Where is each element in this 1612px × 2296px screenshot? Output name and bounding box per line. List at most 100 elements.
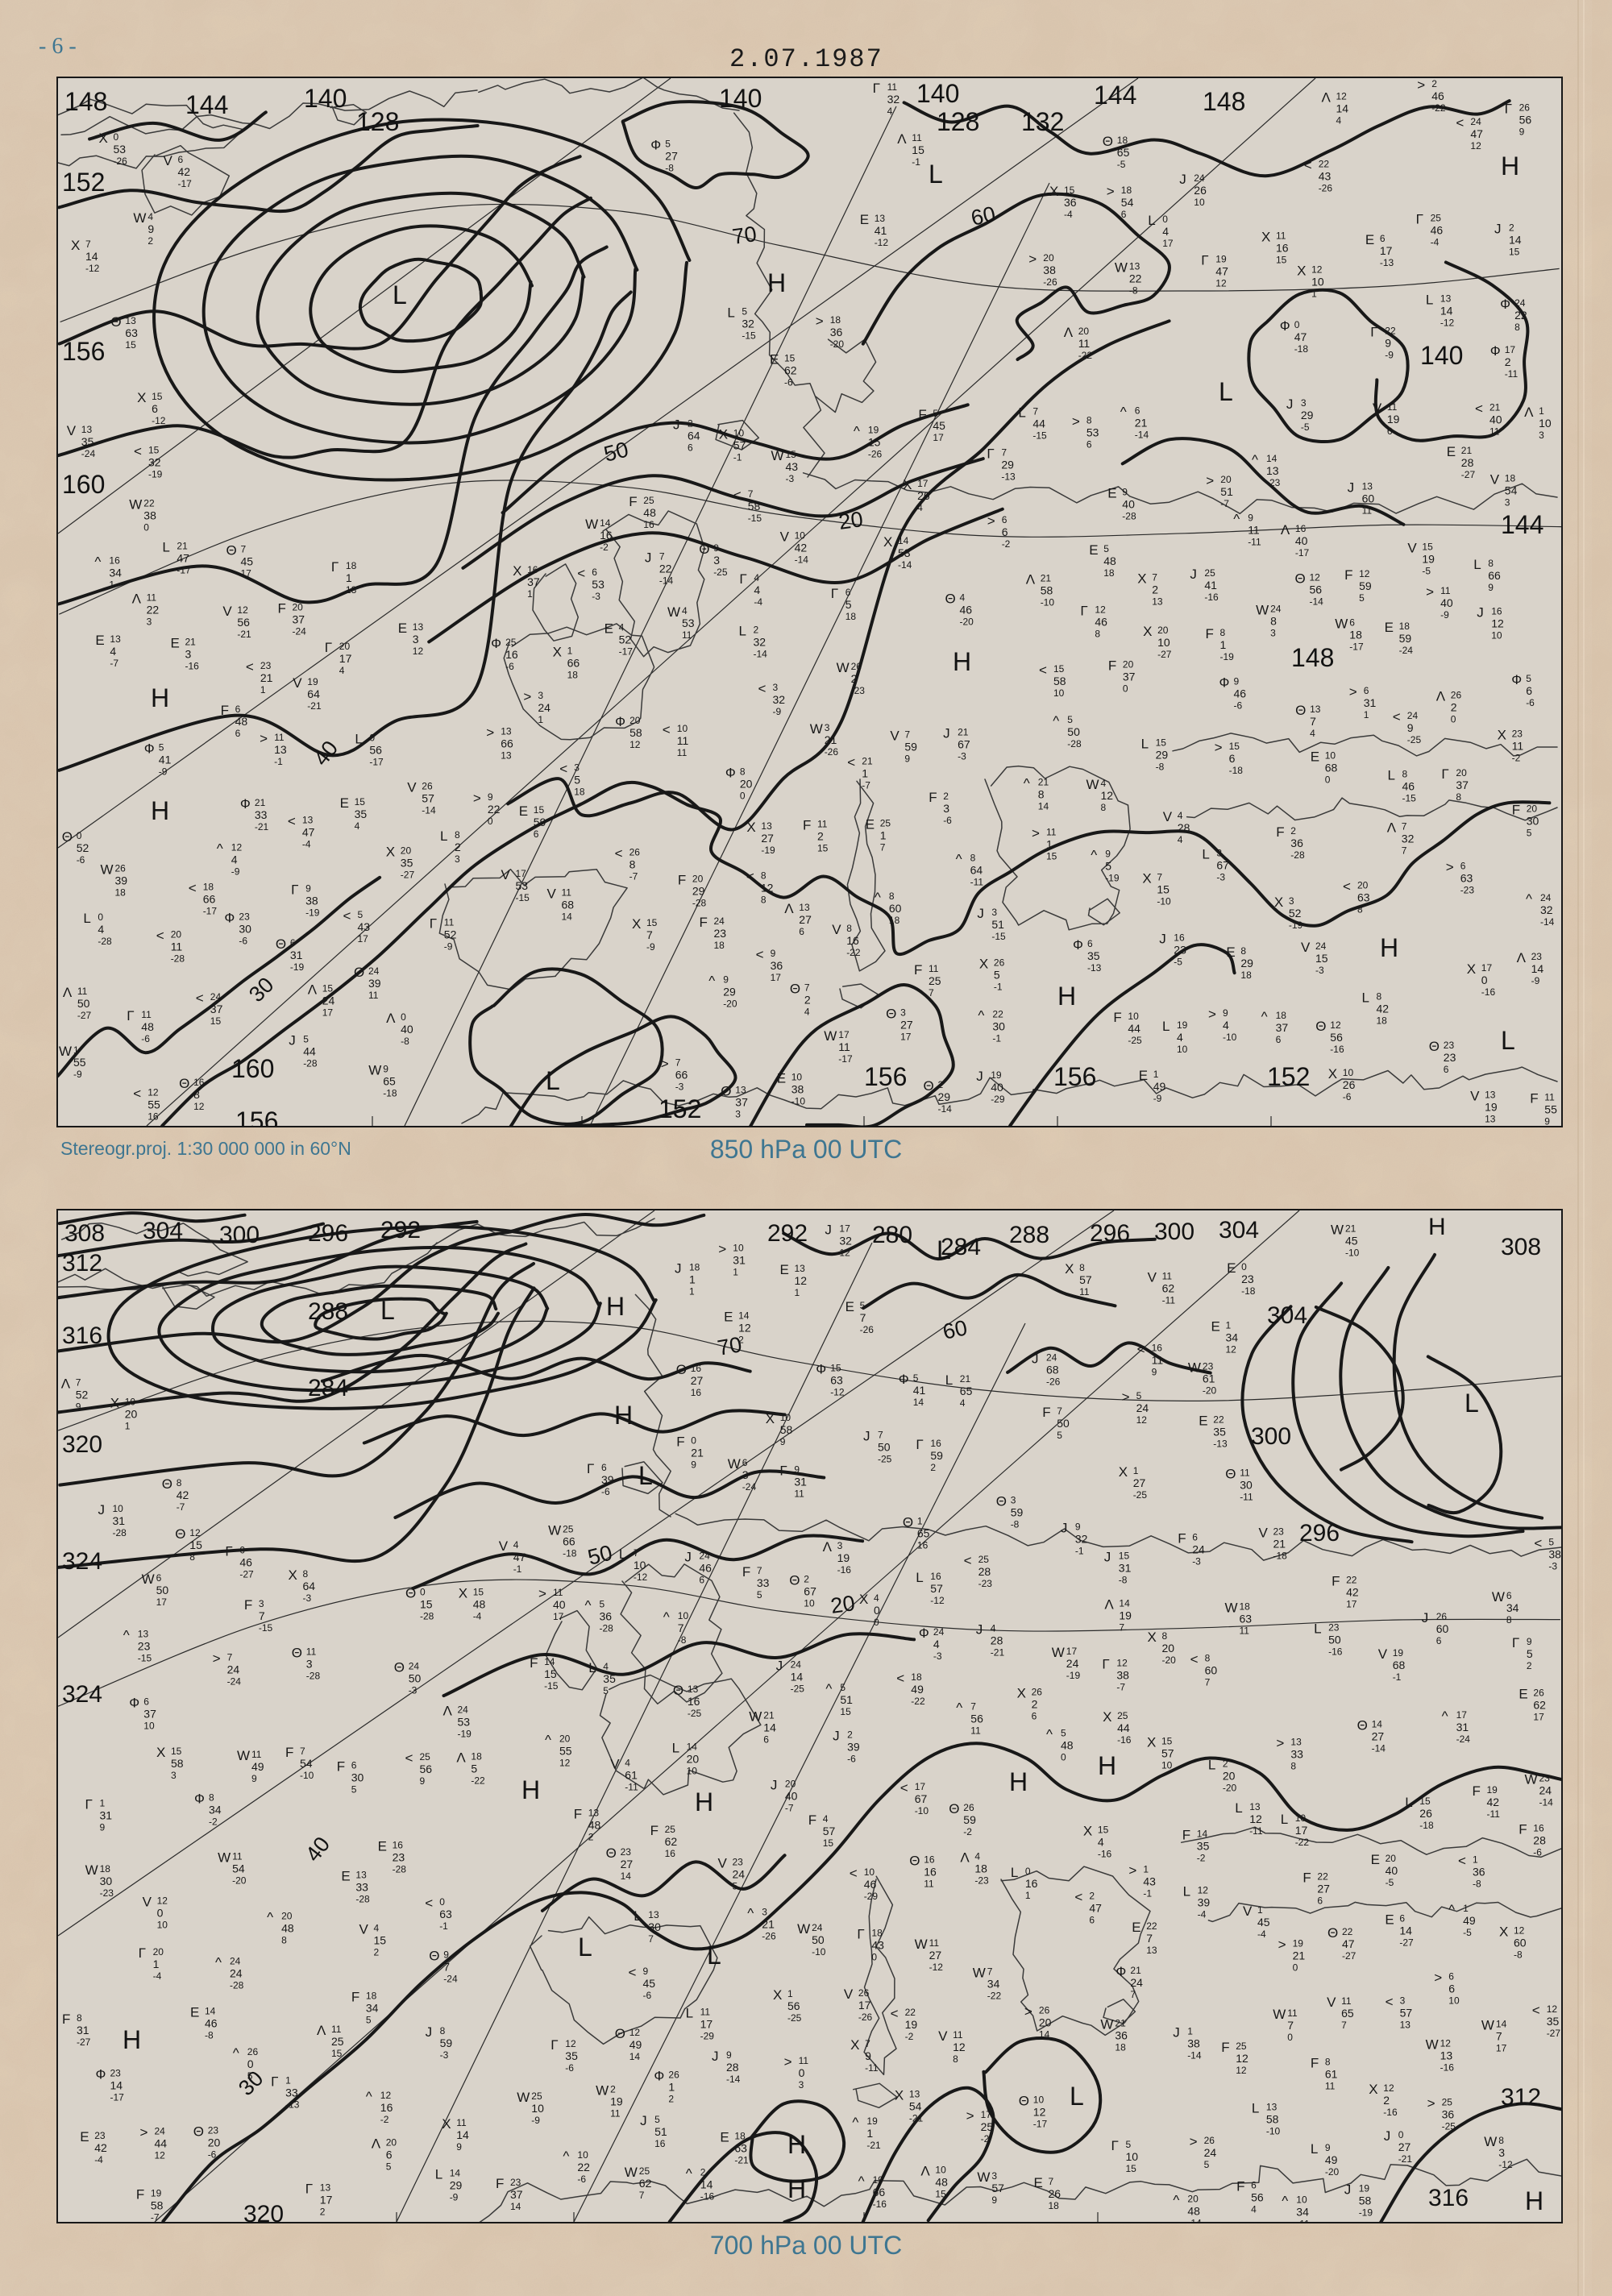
svg-text:X: X [459, 1585, 467, 1601]
svg-text:5: 5 [1548, 1537, 1554, 1548]
svg-text:<: < [196, 990, 204, 1006]
svg-text:51: 51 [654, 2125, 667, 2138]
svg-text:-12: -12 [1498, 2159, 1513, 2170]
svg-text:-17: -17 [110, 2092, 125, 2103]
svg-text:23: 23 [138, 1640, 151, 1653]
svg-text:23: 23 [393, 1851, 405, 1864]
svg-text:-19: -19 [1105, 873, 1120, 884]
svg-text:^: ^ [94, 554, 101, 570]
svg-text:^: ^ [1173, 2193, 1179, 2208]
svg-text:50: 50 [601, 437, 630, 466]
svg-text:12: 12 [1440, 2037, 1452, 2049]
svg-text:H: H [695, 1787, 713, 1816]
svg-text:E: E [340, 795, 349, 811]
svg-text:J: J [977, 906, 984, 921]
svg-text:-16: -16 [1204, 592, 1219, 603]
svg-text:Γ: Γ [587, 1461, 594, 1476]
svg-text:8: 8 [177, 1477, 182, 1488]
svg-text:21: 21 [691, 1446, 704, 1459]
svg-text:J: J [426, 2024, 433, 2040]
svg-text:62: 62 [665, 1835, 678, 1848]
svg-text:13: 13 [1146, 1945, 1157, 1956]
svg-text:25: 25 [1204, 567, 1215, 579]
svg-text:20: 20 [1123, 658, 1134, 670]
svg-text:12: 12 [1101, 789, 1114, 802]
svg-text:7: 7 [1146, 1932, 1153, 1945]
svg-text:Ф: Ф [194, 1791, 205, 1806]
svg-text:-16: -16 [1330, 1044, 1344, 1055]
svg-text:Λ: Λ [1517, 950, 1527, 965]
svg-text:9: 9 [1519, 127, 1525, 138]
svg-text:53: 53 [1086, 426, 1099, 439]
svg-text:-26: -26 [1046, 1376, 1061, 1387]
svg-text:54: 54 [1505, 484, 1518, 496]
svg-text:8: 8 [209, 1792, 214, 1803]
svg-text:-14: -14 [1372, 1743, 1386, 1754]
svg-text:-19: -19 [305, 907, 320, 918]
svg-text:60: 60 [969, 201, 998, 230]
svg-text:-18: -18 [1419, 1820, 1434, 1831]
svg-text:14: 14 [450, 2168, 461, 2179]
svg-text:J: J [976, 1622, 983, 1638]
svg-text:X: X [386, 845, 395, 860]
svg-text:20: 20 [1357, 879, 1369, 891]
svg-text:-25: -25 [878, 1454, 892, 1465]
svg-text:18: 18 [471, 1751, 482, 1762]
svg-text:18: 18 [115, 887, 127, 899]
svg-text:4: 4 [1162, 225, 1169, 238]
svg-text:4: 4 [974, 1850, 980, 1862]
svg-text:3: 3 [991, 907, 997, 918]
svg-text:8: 8 [1205, 1653, 1211, 1664]
svg-text:15: 15 [171, 1746, 182, 1757]
svg-text:7: 7 [1287, 2019, 1294, 2032]
svg-text:26: 26 [851, 661, 862, 672]
svg-text:6: 6 [592, 567, 597, 578]
svg-text:32: 32 [742, 318, 754, 330]
svg-text:132: 132 [1021, 107, 1064, 136]
svg-text:-28: -28 [1290, 849, 1305, 861]
svg-text:10: 10 [1177, 1044, 1188, 1055]
svg-text:Θ: Θ [886, 1007, 896, 1022]
svg-text:-29: -29 [991, 1094, 1005, 1105]
svg-text:J: J [1348, 480, 1355, 495]
svg-text:4: 4 [603, 1661, 609, 1672]
svg-text:<: < [156, 928, 164, 944]
svg-text:X: X [156, 1745, 165, 1760]
svg-text:51: 51 [991, 918, 1004, 931]
svg-text:7: 7 [1402, 845, 1407, 857]
svg-text:8: 8 [761, 870, 767, 881]
svg-text:5: 5 [1527, 828, 1532, 839]
svg-text:-16: -16 [837, 1564, 852, 1576]
svg-text:63: 63 [1240, 1612, 1253, 1625]
svg-text:Ф: Ф [96, 2067, 106, 2082]
svg-text:29: 29 [450, 2179, 463, 2192]
svg-text:0: 0 [98, 911, 103, 923]
svg-text:0: 0 [369, 733, 375, 744]
svg-text:14: 14 [1039, 2028, 1050, 2040]
svg-text:58: 58 [1266, 2112, 1279, 2125]
svg-text:-2: -2 [380, 2114, 389, 2125]
svg-text:24: 24 [1514, 297, 1526, 309]
svg-text:-15: -15 [544, 1680, 559, 1692]
svg-text:>: > [718, 1241, 726, 1256]
svg-text:37: 37 [1456, 778, 1469, 791]
svg-text:30: 30 [1240, 1478, 1253, 1491]
svg-text:4: 4 [960, 592, 966, 604]
svg-text:-1: -1 [1143, 1887, 1152, 1899]
svg-text:18: 18 [1240, 1601, 1251, 1612]
svg-text:W: W [596, 2082, 609, 2098]
svg-text:41: 41 [875, 224, 887, 237]
svg-text:8: 8 [1456, 791, 1461, 803]
svg-text:4: 4 [1178, 810, 1183, 821]
svg-text:<: < [405, 1750, 413, 1766]
svg-text:X: X [1147, 1734, 1156, 1750]
svg-text:48: 48 [1061, 1739, 1074, 1752]
svg-text:Θ: Θ [193, 2124, 204, 2140]
svg-text:16: 16 [665, 1848, 676, 1859]
svg-text:37: 37 [143, 1708, 156, 1721]
svg-text:E: E [80, 2129, 89, 2144]
svg-text:37: 37 [293, 612, 305, 625]
svg-text:44: 44 [155, 2136, 168, 2149]
svg-text:6: 6 [742, 1457, 748, 1468]
svg-text:36: 36 [1290, 837, 1303, 849]
